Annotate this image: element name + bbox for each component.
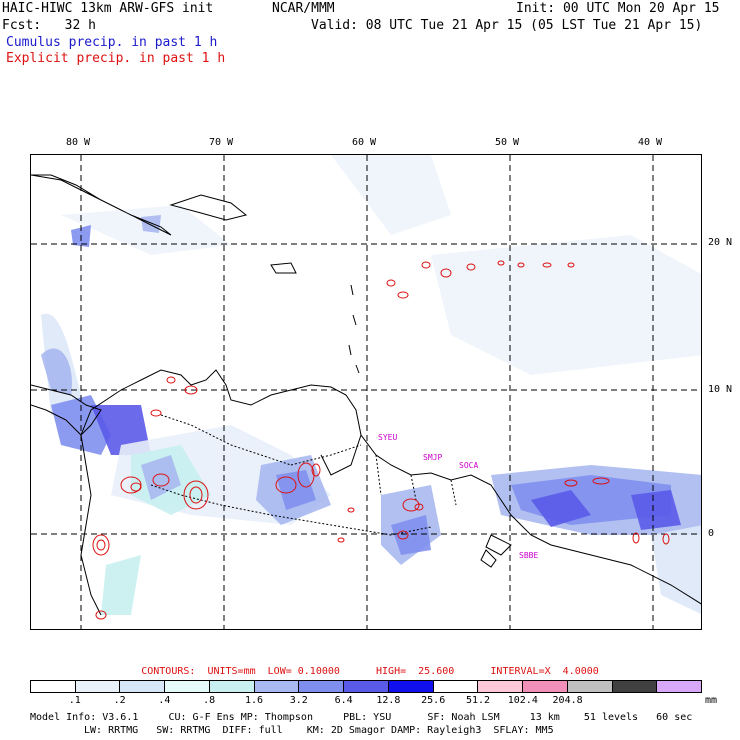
- colorbar-segment: [478, 681, 524, 692]
- colorbar-segment: [657, 681, 702, 692]
- station-label-smjp: SMJP: [423, 453, 443, 462]
- precip-map: SYEU SMJP SOCA SBBE: [30, 154, 702, 630]
- colorbar-segment: [31, 681, 76, 692]
- colorbar-tick-label: 102.4: [507, 695, 538, 706]
- colorbar-segment: [388, 681, 434, 692]
- colorbar-segment: [75, 681, 121, 692]
- colorbar-tick-label: .4: [158, 695, 171, 706]
- lon-label-40w: 40 W: [638, 137, 663, 148]
- colorbar-unit: mm: [705, 695, 718, 706]
- colorbar-tick-label: 3.2: [289, 695, 308, 706]
- colorbar-tick-label: 12.8: [376, 695, 401, 706]
- lat-label-20n: 20 N: [708, 237, 733, 248]
- explicit-precip-contours: [92, 260, 670, 620]
- init-time: Init: 00 UTC Mon 20 Apr 15: [516, 1, 720, 16]
- colorbar-segment: [165, 681, 210, 692]
- lon-label-80w: 80 W: [66, 137, 91, 148]
- colorbar-segment: [612, 681, 658, 692]
- colorbar-tick-label: 25.6: [421, 695, 446, 706]
- colorbar-tick-label: 204.8: [552, 695, 583, 706]
- colorbar-segment: [433, 681, 479, 692]
- lat-label-10n: 10 N: [708, 384, 733, 395]
- station-label-soca: SOCA: [459, 461, 479, 470]
- colorbar-tick-label: .2: [113, 695, 126, 706]
- colorbar-segment: [254, 681, 300, 692]
- lon-label-60w: 60 W: [352, 137, 377, 148]
- colorbar-segment: [120, 681, 166, 692]
- colorbar-tick-label: .8: [203, 695, 216, 706]
- org-label: NCAR/MMM: [272, 1, 335, 16]
- contours-info: CONTOURS: UNITS=mm LOW= 0.10000 HIGH= 25…: [141, 666, 599, 677]
- cumulus-precip-field: [41, 155, 701, 615]
- valid-time: Valid: 08 UTC Tue 21 Apr 15 (05 LST Tue …: [311, 18, 703, 33]
- forecast-hour: Fcst: 32 h: [2, 18, 96, 33]
- colorbar-tick-label: 1.6: [244, 695, 264, 706]
- model-info-line1: Model Info: V3.6.1 CU: G-F Ens MP: Thomp…: [30, 712, 693, 723]
- lon-label-70w: 70 W: [209, 137, 234, 148]
- colorbar-segment: [523, 681, 568, 692]
- cumulus-legend: Cumulus precip. in past 1 h: [6, 35, 218, 50]
- colorbar-segment: [209, 681, 255, 692]
- colorbar-segment: [344, 681, 389, 692]
- lon-label-50w: 50 W: [495, 137, 520, 148]
- model-info-line2: LW: RRTMG SW: RRTMG DIFF: full KM: 2D Sm…: [84, 725, 554, 736]
- station-label-sbbe: SBBE: [519, 551, 539, 560]
- lat-label-equator: 0: [708, 528, 715, 539]
- colorbar-tick-label: 6.4: [334, 695, 353, 706]
- graticule: [31, 155, 701, 629]
- coastlines: [31, 174, 701, 616]
- colorbar-tick-label: 51.2: [465, 695, 491, 706]
- colorbar-tick-label: .1: [68, 695, 81, 706]
- colorbar-segment: [299, 681, 345, 692]
- model-title: HAIC-HIWC 13km ARW-GFS init: [2, 1, 214, 16]
- colorbar: [30, 680, 702, 693]
- map-canvas: [31, 155, 701, 629]
- station-label-syeu: SYEU: [378, 433, 398, 442]
- colorbar-segment: [567, 681, 613, 692]
- explicit-legend: Explicit precip. in past 1 h: [6, 51, 226, 66]
